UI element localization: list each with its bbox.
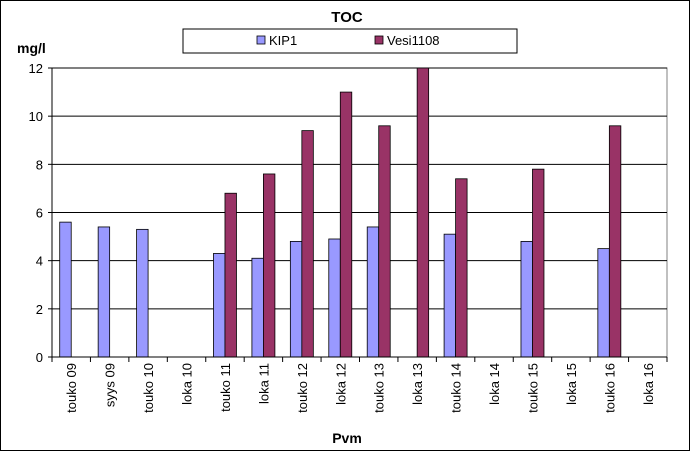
bar-kip1 [443, 233, 456, 358]
gridlines [52, 67, 667, 310]
y-tick-label: 8 [36, 157, 43, 172]
bar-kip1 [597, 248, 610, 358]
x-tick-label: touko 13 [372, 363, 387, 413]
bar-kip1 [520, 240, 533, 358]
x-tick-labels: touko 09 syys 09 touko 10 loka 10 touko 11 lo… [51, 357, 668, 413]
x-tick-label: loka 13 [410, 363, 425, 405]
x-tick-label: touko 14 [449, 363, 464, 413]
x-tick-label: loka 15 [564, 363, 579, 405]
x-tick-label: touko 12 [295, 363, 310, 413]
bar-vesi1108 [224, 192, 237, 358]
x-tick-label: touko 09 [64, 363, 79, 413]
y-axis-label: mg/l [17, 40, 46, 56]
x-tick-label: touko 11 [218, 363, 233, 412]
bar-kip1 [328, 238, 341, 358]
bar-kip1 [251, 257, 264, 358]
bar-vesi1108 [378, 125, 391, 358]
bar-vesi1108 [532, 168, 545, 358]
legend-swatch-kip1 [256, 35, 266, 45]
bar-vesi1108 [455, 178, 468, 358]
legend: KIP1 Vesi1108 [182, 28, 518, 54]
bar-kip1 [136, 228, 149, 358]
legend-label-kip1: KIP1 [269, 33, 297, 48]
bar-kip1 [366, 226, 380, 358]
y-tick-label: 10 [29, 109, 43, 124]
x-tick-label: loka 10 [180, 363, 195, 405]
x-tick-label: loka 11 [256, 363, 271, 404]
y-tick-label: 4 [36, 254, 43, 269]
y-tick-label: 12 [29, 61, 43, 76]
bar-vesi1108 [339, 91, 353, 358]
bar-vesi1108 [416, 67, 430, 358]
x-tick-label: touko 16 [602, 363, 617, 413]
y-tick-labels: 0 2 4 6 8 10 12 [29, 61, 52, 365]
y-tick-label: 2 [36, 302, 43, 317]
x-tick-label: loka 14 [487, 363, 502, 405]
bar-kip1 [213, 253, 226, 358]
x-tick-label: touko 10 [141, 363, 156, 413]
bar-vesi1108 [263, 173, 276, 358]
x-tick-label: touko 15 [525, 363, 540, 413]
x-tick-label: loka 12 [333, 363, 348, 405]
legend-swatch-vesi1108 [374, 35, 384, 45]
legend-box [182, 28, 518, 54]
x-axis-label: Pvm [332, 430, 362, 446]
bar-vesi1108 [608, 125, 622, 358]
bar-kip1 [59, 221, 72, 358]
y-tick-label: 0 [36, 350, 43, 365]
chart-title: TOC [331, 9, 363, 26]
bars [59, 67, 622, 358]
bar-kip1 [97, 226, 111, 358]
bar-vesi1108 [301, 130, 314, 358]
x-tick-label: loka 16 [641, 363, 656, 405]
legend-label-vesi1108: Vesi1108 [387, 33, 440, 48]
x-tick-label: syys 09 [103, 363, 118, 407]
bar-kip1 [289, 240, 303, 358]
y-tick-label: 6 [36, 206, 43, 221]
